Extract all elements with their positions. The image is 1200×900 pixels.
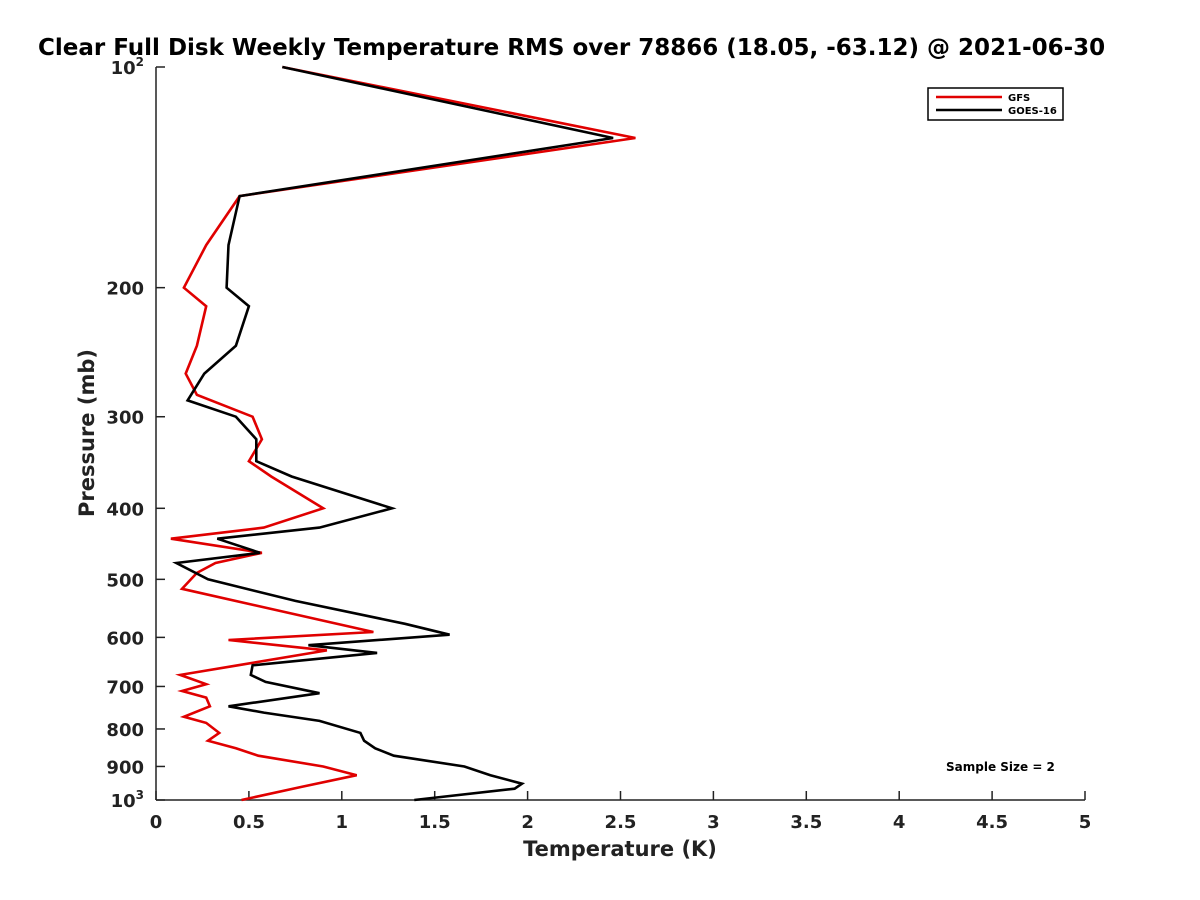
x-axis: 0 0.5 1 1.5 2 2.5 3 3.5 4 4.5 5 bbox=[150, 791, 1092, 833]
x-tick-label: 0 bbox=[150, 812, 163, 833]
y-tick-label: 500 bbox=[106, 570, 144, 591]
legend-label: GOES-16 bbox=[1008, 106, 1057, 117]
sample-size-note: Sample Size = 2 bbox=[946, 760, 1055, 774]
x-tick-label: 5 bbox=[1079, 812, 1092, 833]
y-axis: 102 200 300 400 500 600 700 800 900 103 bbox=[106, 55, 165, 812]
y-tick-label: 700 bbox=[106, 677, 144, 698]
y-tick-label: 600 bbox=[106, 628, 144, 649]
legend: GFS GOES-16 bbox=[927, 87, 1064, 121]
y-tick-label: 200 bbox=[106, 279, 144, 300]
x-axis-label: Temperature (K) bbox=[523, 837, 717, 861]
legend-box bbox=[927, 87, 1064, 121]
legend-label: GFS bbox=[1008, 93, 1030, 104]
x-tick-label: 1 bbox=[336, 812, 349, 833]
series-layer bbox=[170, 65, 636, 802]
y-tick-label: 102 bbox=[111, 55, 144, 79]
x-tick-label: 3 bbox=[707, 812, 720, 833]
series-line-gfs bbox=[170, 65, 636, 802]
y-tick-label: 103 bbox=[111, 788, 144, 812]
x-tick-label: 1.5 bbox=[419, 812, 451, 833]
x-tick-label: 0.5 bbox=[233, 812, 265, 833]
y-axis-label: Pressure (mb) bbox=[75, 349, 99, 517]
x-tick-label: 4.5 bbox=[976, 812, 1008, 833]
y-tick-label: 400 bbox=[106, 499, 144, 520]
series-line-goes-16 bbox=[172, 65, 614, 802]
y-tick-label: 900 bbox=[106, 757, 144, 778]
x-tick-label: 3.5 bbox=[790, 812, 822, 833]
y-tick-label: 800 bbox=[106, 720, 144, 741]
x-tick-label: 2 bbox=[521, 812, 534, 833]
chart-title: Clear Full Disk Weekly Temperature RMS o… bbox=[38, 35, 1105, 61]
x-tick-label: 2.5 bbox=[605, 812, 637, 833]
y-tick-label: 300 bbox=[106, 408, 144, 429]
x-tick-label: 4 bbox=[893, 812, 906, 833]
